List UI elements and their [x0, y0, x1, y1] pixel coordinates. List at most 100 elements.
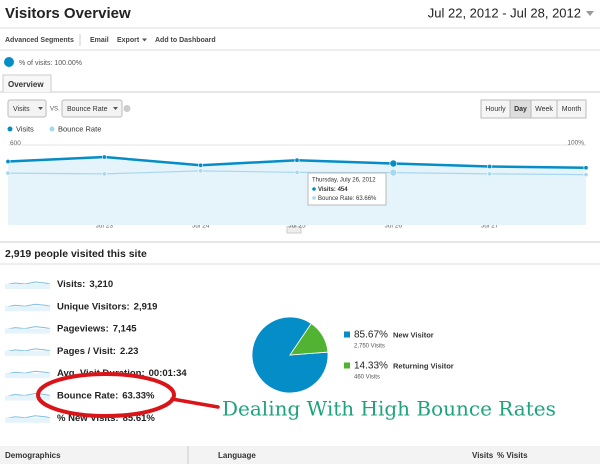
metric-value: 00:01:34 [149, 368, 188, 379]
table-header: Visits [472, 451, 494, 460]
area [8, 157, 586, 225]
sparkline-fill [5, 373, 50, 379]
sparkline [4, 392, 51, 397]
metric-label: Bounce Rate: [57, 390, 118, 401]
tab-label[interactable]: Overview [8, 80, 44, 89]
tooltip-title: Thursday, July 26, 2012 [312, 178, 376, 184]
metric-value: 3,210 [89, 279, 113, 290]
section-title: 2,919 people visited this site [5, 248, 147, 260]
sparkline-fill [5, 306, 50, 312]
point [101, 171, 107, 177]
sparkline-fill [5, 395, 50, 401]
metric-label: Pageviews: [57, 323, 109, 334]
toolbar-item[interactable]: Advanced Segments [5, 37, 74, 44]
tooltip-swatch [312, 187, 316, 191]
point [487, 171, 493, 177]
segment-label: % of visits: 100.00% [19, 60, 82, 67]
legend-label: Bounce Rate [58, 124, 101, 133]
legend-label: New Visitor [393, 330, 434, 339]
tooltip-line: Visits: 454 [318, 187, 348, 193]
x-tick-label: Jul 24 [192, 223, 210, 230]
dropdown-arrow[interactable] [586, 11, 594, 16]
segment-icon [4, 57, 14, 67]
sparkline [4, 326, 51, 331]
sparkline [4, 370, 51, 375]
point [198, 168, 204, 174]
legend-swatch [344, 331, 350, 338]
period-label[interactable]: Month [562, 106, 582, 113]
point [583, 165, 589, 171]
point [389, 159, 398, 168]
metric: Unique Visitors: 2,919 [57, 301, 157, 312]
legend-swatch [7, 126, 13, 132]
page-title: Visitors Overview [5, 5, 131, 22]
highlight-arrow [170, 397, 220, 409]
tooltip-line: Bounce Rate: 63.66% [318, 196, 377, 202]
metric-value: 7,145 [113, 323, 137, 334]
legend-swatch [344, 362, 350, 369]
compare-label[interactable]: Bounce Rate [67, 106, 108, 113]
metric-value: 85.61% [123, 412, 156, 423]
legend-note: 460 Visits [354, 375, 380, 381]
period-label[interactable]: Week [535, 106, 553, 113]
sparkline [4, 303, 51, 308]
period-label[interactable]: Hourly [485, 106, 506, 113]
metric-value: 2,919 [134, 301, 158, 312]
sparkline [4, 348, 51, 353]
x-tick-label: Jul 23 [96, 223, 114, 230]
point [583, 172, 589, 178]
metric-label: Unique Visitors: [57, 301, 130, 312]
point [294, 157, 300, 163]
point [198, 162, 204, 168]
date-range[interactable]: Jul 22, 2012 - Jul 28, 2012 [428, 5, 581, 20]
dropdown-arrow[interactable] [38, 107, 43, 110]
point [487, 164, 493, 170]
metric-label: % New Visits: [57, 412, 119, 423]
compare-select[interactable] [61, 99, 123, 118]
sparkline-fill [5, 350, 50, 356]
metric: Bounce Rate: 63.33% [57, 390, 155, 401]
metric: Pageviews: 7,145 [57, 323, 137, 334]
x-tick-label: Jul 25 [288, 223, 306, 230]
toolbar-item[interactable]: Email [90, 37, 109, 44]
legend-swatch [49, 126, 55, 132]
table-header: % Visits [497, 451, 528, 460]
point [101, 154, 107, 160]
point [5, 158, 11, 164]
y2-tick-label: 100% [567, 140, 584, 147]
y-tick-label: 600 [10, 140, 21, 147]
dropdown-arrow[interactable] [142, 38, 147, 42]
toolbar-item[interactable]: Export [117, 37, 140, 44]
pie-slice [289, 322, 329, 356]
value-label: 14.33% [354, 361, 388, 372]
period-button[interactable] [556, 99, 587, 119]
metric: Visits: 3,210 [57, 279, 113, 290]
metric: % New Visits: 85.61% [57, 412, 155, 423]
metric-select[interactable] [7, 99, 47, 118]
sparkline-fill [5, 417, 50, 423]
period-label[interactable]: Day [514, 106, 527, 113]
point [5, 170, 11, 176]
legend-label: Returning Visitor [393, 361, 454, 370]
value-label: 85.67% [354, 330, 388, 341]
annotation: Dealing With High Bounce Rates [222, 397, 556, 421]
vs-label: VS. [50, 107, 60, 113]
dropdown-arrow[interactable] [113, 107, 118, 110]
clear-button[interactable] [123, 105, 131, 112]
sparkline-fill [5, 328, 50, 334]
sparkline [4, 281, 51, 286]
x-tick-label: Jul 27 [481, 223, 499, 230]
toolbar-item[interactable]: Add to Dashboard [155, 37, 216, 44]
metric-label[interactable]: Visits [13, 106, 30, 113]
sparkline-fill [5, 284, 50, 289]
legend-label: Visits [16, 124, 34, 133]
point [294, 169, 300, 175]
metric: Pages / Visit: 2.23 [57, 345, 138, 356]
x-tick-label: Jul 26 [385, 223, 403, 230]
metric-label: Pages / Visit: [57, 345, 116, 356]
table-header: Demographics [5, 451, 61, 460]
metric-value: 63.33% [122, 390, 155, 401]
sparkline [4, 415, 51, 420]
tab[interactable] [2, 74, 52, 92]
